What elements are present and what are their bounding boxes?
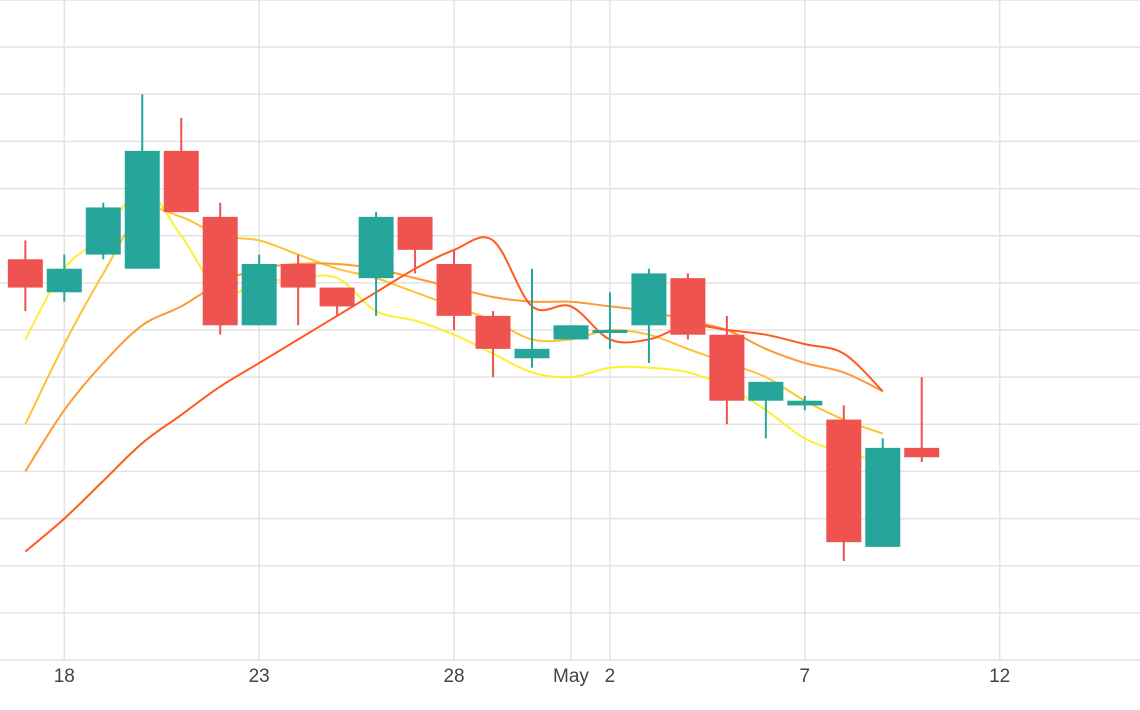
x-tick-label: May bbox=[553, 666, 589, 687]
candle-body bbox=[85, 207, 121, 255]
candle-up bbox=[631, 268, 667, 363]
candle-body bbox=[241, 264, 277, 326]
x-tick-label: 18 bbox=[54, 666, 75, 687]
candle-up bbox=[46, 254, 82, 302]
candle-up bbox=[592, 292, 628, 349]
candle-body bbox=[748, 381, 784, 401]
candle-down bbox=[436, 249, 472, 330]
candle-down bbox=[826, 405, 862, 561]
x-axis-ticks: 18 23 28 May 2 7 12 bbox=[54, 666, 1011, 687]
candle-body bbox=[709, 334, 745, 401]
candle-up bbox=[787, 396, 823, 411]
x-tick-label: 23 bbox=[249, 666, 270, 687]
candle-down bbox=[904, 377, 940, 462]
candle-body bbox=[7, 259, 43, 288]
candle-up bbox=[748, 381, 784, 439]
candle-body bbox=[904, 447, 940, 458]
candle-body bbox=[124, 150, 160, 269]
candle-down bbox=[709, 315, 745, 425]
candle-body bbox=[280, 264, 316, 288]
candle-body bbox=[670, 278, 706, 335]
candle-body bbox=[475, 315, 511, 349]
candle-down bbox=[202, 202, 238, 335]
candle-body bbox=[826, 419, 862, 543]
candle-down bbox=[7, 240, 43, 312]
candle-body bbox=[514, 348, 550, 359]
candle-up bbox=[358, 212, 394, 316]
candle-body bbox=[358, 216, 394, 279]
candle-up bbox=[124, 94, 160, 269]
x-tick-label: 7 bbox=[800, 666, 811, 687]
candle-up bbox=[865, 438, 901, 547]
candle-down bbox=[319, 287, 355, 316]
x-tick-label: 28 bbox=[443, 666, 464, 687]
candle-body bbox=[319, 287, 355, 307]
candle-body bbox=[865, 447, 901, 547]
candle-body bbox=[202, 216, 238, 326]
x-tick-label: 12 bbox=[989, 666, 1010, 687]
candle-body bbox=[163, 150, 199, 213]
candle-down bbox=[397, 216, 433, 274]
candle-down bbox=[163, 117, 199, 213]
candle-body bbox=[787, 400, 823, 406]
candle-body bbox=[397, 216, 433, 250]
candle-body bbox=[553, 325, 589, 340]
candle-down bbox=[280, 254, 316, 326]
candle-up bbox=[85, 202, 121, 260]
candle-body bbox=[436, 264, 472, 316]
candle-up bbox=[514, 268, 550, 368]
candle-up bbox=[553, 325, 589, 340]
candle-body bbox=[631, 273, 667, 326]
candle-up bbox=[241, 254, 277, 326]
candle-body bbox=[592, 330, 628, 333]
candle-down bbox=[475, 311, 511, 378]
candle-down bbox=[670, 273, 706, 340]
candle-body bbox=[46, 268, 82, 293]
candles bbox=[7, 94, 940, 561]
x-tick-label: 2 bbox=[605, 666, 616, 687]
